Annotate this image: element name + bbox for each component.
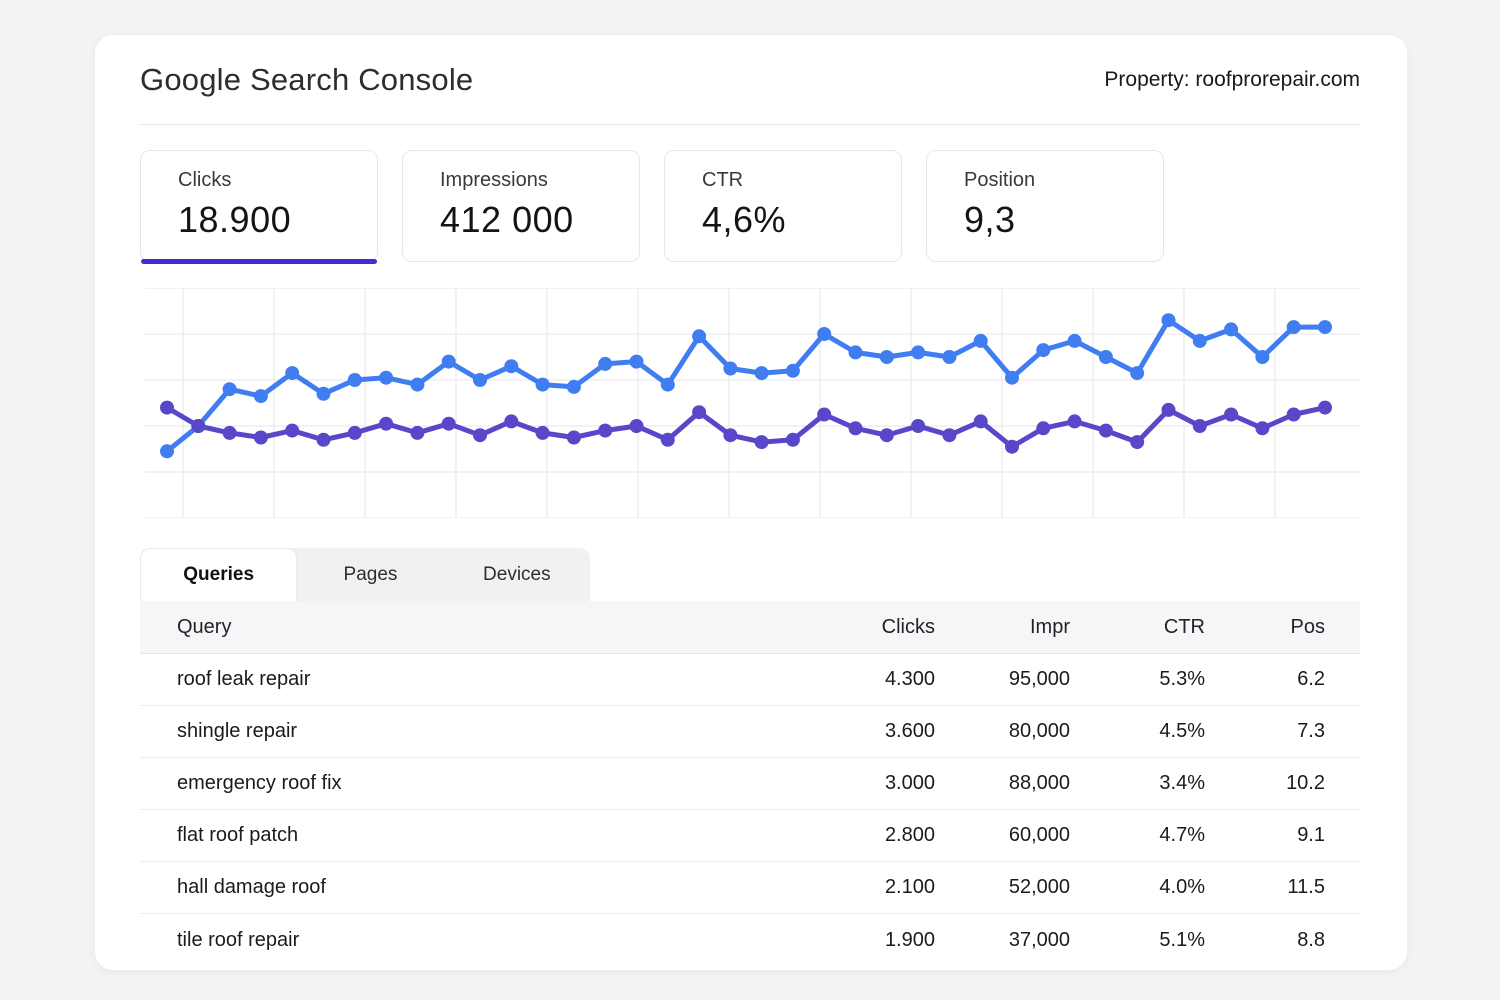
col-header-ctr: CTR <box>1163 615 1205 638</box>
panel-header: Google Search Console Property: roofpror… <box>140 35 1360 125</box>
pos-cell: 9.1 <box>1297 824 1325 846</box>
table-row[interactable]: tile roof repair 1.900 37,000 5.1% 8.8 <box>140 914 1360 966</box>
metric-label: Position <box>964 169 1036 191</box>
metric-value: 4,6% <box>702 199 787 240</box>
metric-value: 9,3 <box>964 199 1016 240</box>
table-row[interactable]: shingle repair 3.600 80,000 4.5% 7.3 <box>140 706 1360 758</box>
metric-card-clicks[interactable]: Clicks 18.900 <box>140 150 378 264</box>
clicks-cell: 3.000 <box>884 772 935 794</box>
pos-cell: 6.2 <box>1297 668 1325 690</box>
traffic-chart-svg <box>145 288 1360 518</box>
query-cell: tile roof repair <box>177 928 300 951</box>
impr-cell: 80,000 <box>1008 720 1070 742</box>
pos-cell: 11.5 <box>1287 876 1325 898</box>
query-cell: emergency roof fix <box>177 772 342 794</box>
query-cell: hall damage roof <box>177 876 326 898</box>
metric-value: 412 000 <box>440 199 574 240</box>
impr-cell: 95,000 <box>1008 668 1070 690</box>
queries-table: Query Clicks Impr CTR Pos roof leak repa… <box>140 601 1360 966</box>
clicks-cell: 1.900 <box>884 928 935 951</box>
metric-label: Impressions <box>440 169 548 191</box>
page-title: Google Search Console <box>140 61 474 97</box>
clicks-cell: 2.800 <box>884 824 935 846</box>
table-row[interactable]: roof leak repair 4.300 95,000 5.3% 6.2 <box>140 654 1360 706</box>
clicks-cell: 4.300 <box>884 668 935 690</box>
metric-label: CTR <box>702 169 744 191</box>
ctr-cell: 5.3% <box>1159 668 1205 690</box>
traffic-chart <box>145 288 1360 518</box>
table-header-row: Query Clicks Impr CTR Pos <box>140 601 1360 654</box>
metric-cards-row: Clicks 18.900 Impressions 412 000 CTR 4,… <box>140 150 1362 264</box>
pos-cell: 7.3 <box>1297 720 1325 742</box>
ctr-cell: 5.1% <box>1159 928 1205 951</box>
impr-cell: 52,000 <box>1008 876 1070 898</box>
col-header-query: Query <box>177 615 232 638</box>
metric-value: 18.900 <box>178 199 292 240</box>
col-header-impr: Impr <box>1030 615 1070 638</box>
impr-cell: 60,000 <box>1008 824 1070 846</box>
pos-cell: 8.8 <box>1297 928 1325 951</box>
clicks-cell: 2.100 <box>884 876 935 898</box>
metric-card-impressions[interactable]: Impressions 412 000 <box>402 150 640 262</box>
clicks-cell: 3.600 <box>884 720 935 742</box>
property-label: Property: roofprorepair.com <box>1104 67 1360 91</box>
col-header-pos: Pos <box>1290 615 1325 638</box>
tab-pages[interactable]: Pages <box>343 563 398 585</box>
tab-devices[interactable]: Devices <box>483 563 551 585</box>
metric-label: Clicks <box>178 169 232 191</box>
pos-cell: 10.2 <box>1286 772 1325 794</box>
query-cell: shingle repair <box>177 720 298 742</box>
tab-queries[interactable]: Queries <box>140 548 298 601</box>
table-row[interactable]: emergency roof fix 3.000 88,000 3.4% 10.… <box>140 758 1360 810</box>
table-row[interactable]: flat roof patch 2.800 60,000 4.7% 9.1 <box>140 810 1360 862</box>
col-header-clicks: Clicks <box>881 615 935 638</box>
metric-card-position[interactable]: Position 9,3 <box>926 150 1164 262</box>
ctr-cell: 4.7% <box>1159 824 1205 846</box>
impr-cell: 37,000 <box>1008 928 1070 951</box>
table-row[interactable]: hall damage roof 2.100 52,000 4.0% 11.5 <box>140 862 1360 914</box>
metric-card-ctr[interactable]: CTR 4,6% <box>664 150 902 262</box>
query-cell: roof leak repair <box>177 668 311 690</box>
impr-cell: 88,000 <box>1008 772 1070 794</box>
tabs-strip: Queries Pages Devices <box>140 548 590 601</box>
ctr-cell: 4.5% <box>1159 720 1205 742</box>
query-cell: flat roof patch <box>177 824 299 846</box>
ctr-cell: 4.0% <box>1159 876 1205 898</box>
search-console-panel: Google Search Console Property: roofpror… <box>95 35 1407 970</box>
ctr-cell: 3.4% <box>1159 772 1205 794</box>
